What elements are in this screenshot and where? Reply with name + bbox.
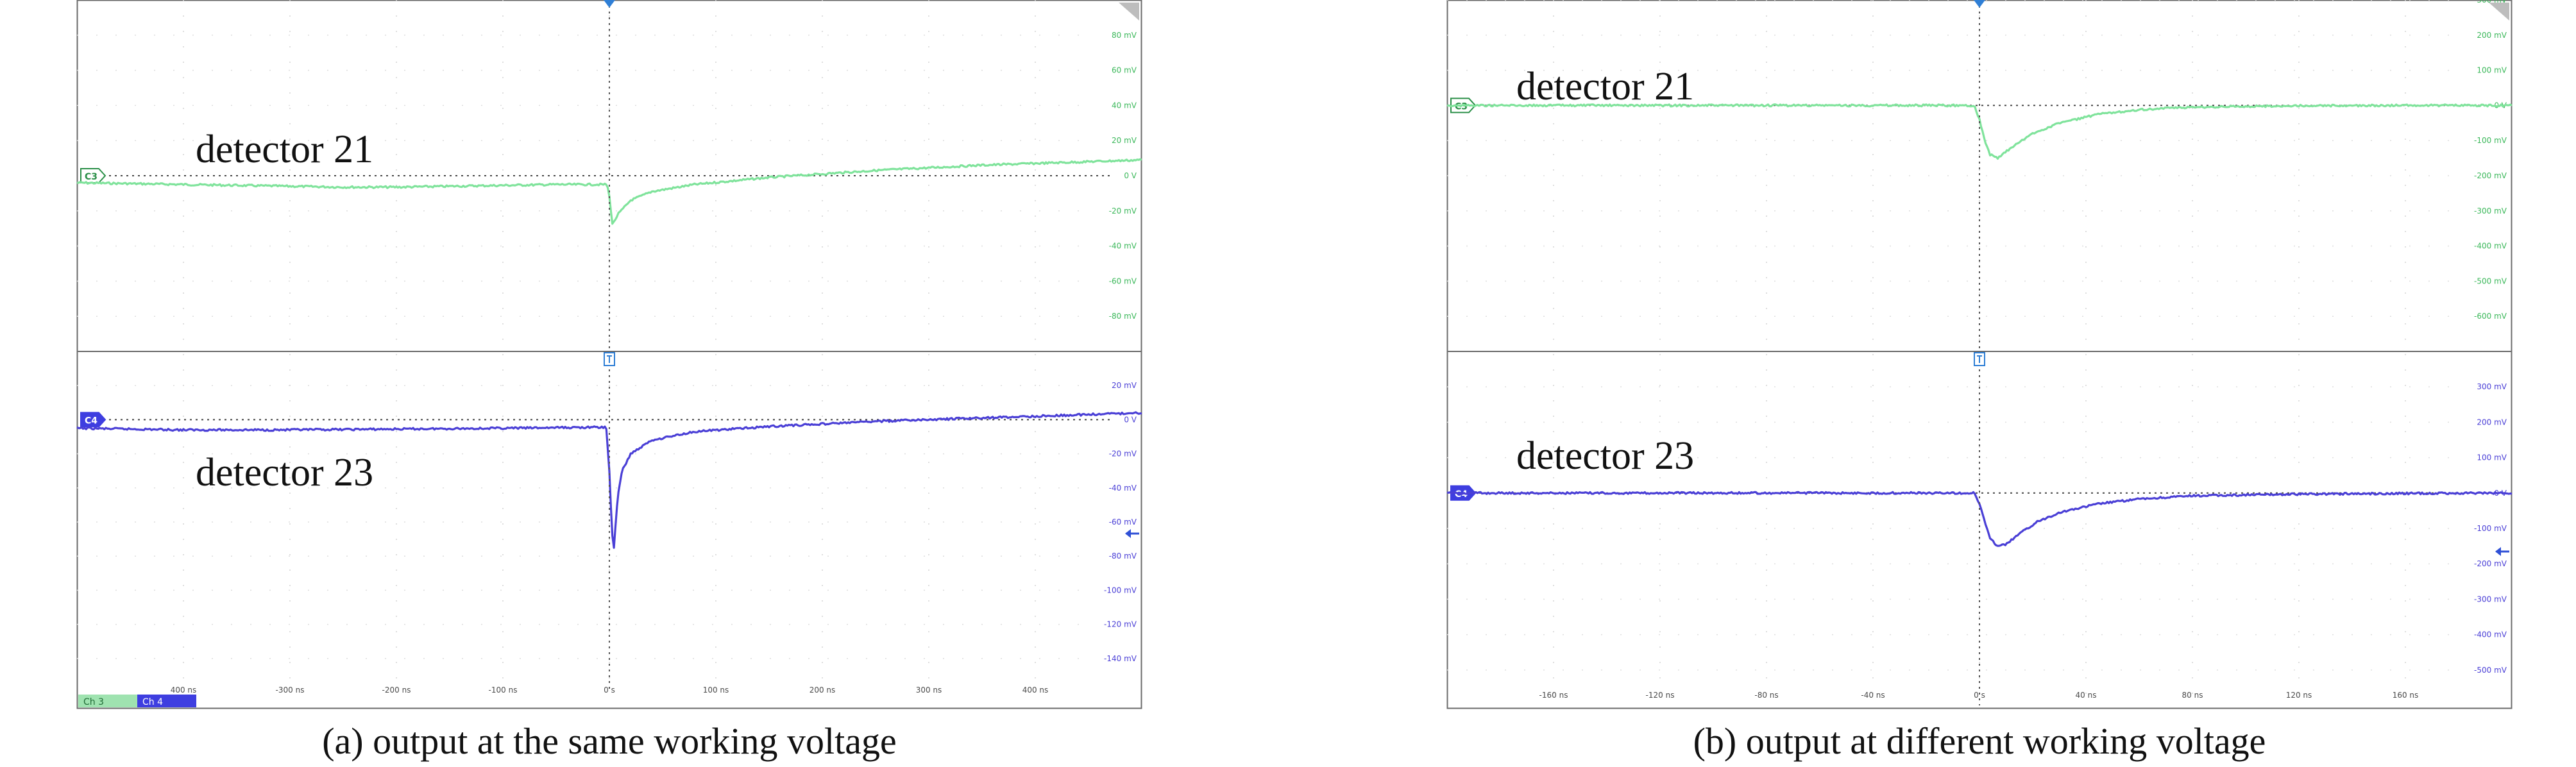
a-c3-y-tick: -80 mV	[1109, 312, 1137, 321]
detector-23-label-a: detector 23	[196, 451, 374, 494]
b-c3-y-tick: 100 mV	[2477, 66, 2507, 75]
b-x-tick: 0 s	[1974, 691, 1985, 700]
a-c4-y-tick: -40 mV	[1109, 484, 1137, 493]
a-status-ch4-label: Ch 4	[142, 697, 163, 707]
b-c4-y-tick: -400 mV	[2474, 630, 2507, 639]
a-c4-y-tick: -20 mV	[1109, 450, 1137, 459]
scope-screen-a: 80 mV 60 mV 40 mV 20 mV 0 V -20 mV -40 mV -60 m…	[76, 0, 1142, 709]
b-c4-y-tick: -500 mV	[2474, 666, 2507, 675]
a-c3-y-tick: -20 mV	[1109, 206, 1137, 215]
b-x-tick: 160 ns	[2393, 691, 2419, 700]
b-c3-y-tick: -400 mV	[2474, 242, 2507, 251]
a-c3-y-tick: -60 mV	[1109, 276, 1137, 285]
caption-b: (b) output at different working voltage	[1693, 720, 2266, 762]
a-c3-y-tick: 40 mV	[1112, 101, 1137, 110]
a-c4-y-tick: -100 mV	[1104, 586, 1137, 594]
b-x-tick: -80 ns	[1754, 691, 1778, 700]
a-c3-badge	[80, 168, 106, 183]
a-c4-y-tick: -60 mV	[1109, 518, 1137, 527]
a-c3-y-tick: 80 mV	[1112, 31, 1137, 40]
b-level-arrow-head	[2495, 547, 2501, 556]
a-x-tick: 0 s	[604, 686, 615, 695]
b-c3-y-tick: -300 mV	[2474, 206, 2507, 215]
a-x-tick: 400 ns	[1022, 686, 1049, 695]
b-c4-y-tick: 300 mV	[2477, 382, 2507, 391]
a-c3-y-tick: 20 mV	[1112, 136, 1137, 145]
b-c3-y-tick: -200 mV	[2474, 171, 2507, 180]
a-c4-badge-label: C4	[85, 416, 97, 426]
a-trigger-arrow	[604, 0, 615, 8]
b-c3-waveform	[1446, 103, 2512, 160]
b-x-tick: -40 ns	[1861, 691, 1885, 700]
a-c4-y-tick: 20 mV	[1112, 381, 1137, 390]
a-c4-y-tick: -120 mV	[1104, 620, 1137, 629]
a-c3-y-tick: 60 mV	[1112, 66, 1137, 75]
detector-23-label-b: detector 23	[1516, 434, 1695, 478]
b-c3-y-tick: -500 mV	[2474, 276, 2507, 285]
a-level-arrow-head	[1125, 529, 1131, 538]
a-c3-badge-label: C3	[85, 172, 97, 182]
a-status-ch4	[137, 695, 196, 707]
a-x-tick: 200 ns	[809, 686, 836, 695]
a-c3-y-tick: -40 mV	[1109, 242, 1137, 251]
b-x-tick: 80 ns	[2182, 691, 2203, 700]
detector-21-label-a: detector 21	[196, 128, 374, 171]
detector-21-label-b: detector 21	[1516, 65, 1695, 108]
b-x-tick: 120 ns	[2286, 691, 2312, 700]
b-c4-y-tick: -300 mV	[2474, 594, 2507, 603]
a-status-ch3-label: Ch 3	[83, 697, 104, 707]
a-x-tick: 300 ns	[916, 686, 942, 695]
a-x-tick: -300 ns	[276, 686, 305, 695]
b-c4-y-tick: -200 mV	[2474, 559, 2507, 568]
b-c4-y-tick: -100 mV	[2474, 524, 2507, 533]
a-x-tick: 400 ns	[171, 686, 197, 695]
b-c3-y-tick: 300 mV	[2477, 0, 2507, 4]
caption-a: (a) output at the same working voltage	[322, 720, 897, 762]
a-x-tick: 100 ns	[703, 686, 729, 695]
b-trigger-arrow	[1974, 0, 1985, 8]
a-x-tick: -200 ns	[382, 686, 411, 695]
b-c3-y-tick: 200 mV	[2477, 31, 2507, 40]
b-x-tick: 40 ns	[2076, 691, 2097, 700]
a-c4-waveform	[76, 411, 1142, 549]
a-c4-y-tick: -80 mV	[1109, 552, 1137, 560]
b-x-tick: -160 ns	[1539, 691, 1568, 700]
a-c3-y-tick: 0 V	[1124, 171, 1137, 180]
b-c4-y-tick: 200 mV	[2477, 417, 2507, 426]
a-corner-indicator	[1119, 3, 1139, 21]
a-c4-y-tick: 0 V	[1124, 415, 1137, 424]
b-corner-indicator	[2489, 3, 2509, 21]
b-x-tick: -120 ns	[1646, 691, 1675, 700]
a-status-ch3	[78, 695, 137, 707]
b-c4-y-tick: 100 mV	[2477, 453, 2507, 462]
b-c3-y-tick: -600 mV	[2474, 312, 2507, 321]
a-c4-badge	[80, 412, 106, 428]
b-c3-y-tick: -100 mV	[2474, 136, 2507, 145]
a-c4-y-tick: -140 mV	[1104, 654, 1137, 663]
a-x-tick: -100 ns	[489, 686, 518, 695]
